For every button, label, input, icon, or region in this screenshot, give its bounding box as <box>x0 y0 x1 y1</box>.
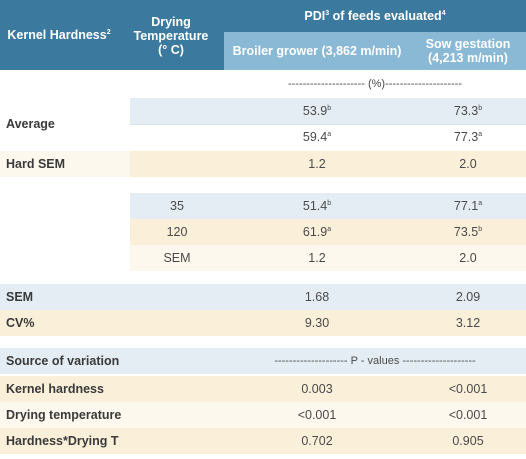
temp-120-bg <box>130 219 526 245</box>
effect-row-drying: Drying temperature <0.001 <0.001 <box>0 402 526 428</box>
temp-sem-broiler: 1.2 <box>308 251 326 265</box>
effect-kernel-label: Kernel hardness <box>6 382 104 396</box>
header-drying-temperature: Drying Temperature (° C) <box>133 15 209 57</box>
header-broiler-grower: Broiler grower (3,862 m/min) <box>232 44 402 58</box>
average-label: Average <box>6 117 55 131</box>
average-r1-divider <box>130 124 526 125</box>
cv-sow: 3.12 <box>455 316 481 330</box>
effect-interaction-sow: 0.905 <box>452 434 484 448</box>
cv-broiler: 9.30 <box>304 316 330 330</box>
sem-broiler: 1.68 <box>304 290 330 304</box>
average-r2-sow: 77.3a <box>453 130 483 144</box>
average-r1-sow: 73.3b <box>453 104 483 118</box>
average-r2-broiler: 59.4a <box>302 130 332 144</box>
temp-120-broiler: 61.9a <box>302 225 332 239</box>
effect-interaction-broiler: 0.702 <box>301 434 333 448</box>
source-label: Source of variation <box>6 354 120 368</box>
header-sow-gestation: Sow gestation (4,213 m/min) <box>425 37 511 65</box>
effect-drying-sow: <0.001 <box>448 408 488 422</box>
effect-row-interaction: Hardness*Drying T 0.702 0.905 <box>0 428 526 454</box>
temp-35-broiler: 51.4b <box>302 199 332 213</box>
cv-row: CV% 9.30 3.12 <box>0 310 526 336</box>
header-light-bg <box>224 32 526 70</box>
temp-row-sem: SEM 1.2 2.0 <box>0 245 526 271</box>
average-row-1: 53.9b 73.3b <box>0 98 526 124</box>
units-row: --------------------- (%)---------------… <box>0 72 526 96</box>
temp-35-label: 35 <box>170 199 184 213</box>
effect-interaction-label: Hardness*Drying T <box>6 434 119 448</box>
units-label: --------------------- (%)---------------… <box>287 78 462 90</box>
temp-row-120: 120 61.9a 73.5b <box>0 219 526 245</box>
source-row: Source of variation --------------------… <box>0 348 526 374</box>
effect-drying-broiler: <0.001 <box>297 408 337 422</box>
temp-120-sow: 73.5b <box>453 225 483 239</box>
header-pdi-group: PDI3 of feeds evaluated4 <box>304 9 446 23</box>
effect-kernel-sow: <0.001 <box>448 382 488 396</box>
cv-label: CV% <box>6 316 35 330</box>
hard-sem-row: Hard SEM 1.2 2.0 <box>0 151 526 177</box>
temp-sem-bg <box>130 245 526 271</box>
temp-35-bg <box>130 193 526 219</box>
effect-drying-label: Drying temperature <box>6 408 122 422</box>
average-r1-broiler: 53.9b <box>302 104 332 118</box>
effect-kernel-broiler: 0.003 <box>301 382 333 396</box>
p-values-label: -------------------- P - values --------… <box>274 355 476 367</box>
average-r1-bg <box>130 98 526 124</box>
sem-label: SEM <box>6 290 34 304</box>
hard-sem-broiler: 1.2 <box>308 157 326 171</box>
average-row-2: 59.4a 77.3a <box>0 124 526 150</box>
temp-row-35: 35 51.4b 77.1a <box>0 193 526 219</box>
temp-sem-label: SEM <box>163 251 191 265</box>
header-kernel-hardness: Kernel Hardness2 <box>7 28 111 42</box>
sem-sow: 2.09 <box>455 290 481 304</box>
temp-35-sow: 77.1a <box>453 199 483 213</box>
effect-row-kernel: Kernel hardness 0.003 <0.001 <box>0 376 526 402</box>
sem-row: SEM 1.68 2.09 <box>0 284 526 310</box>
hard-sem-label: Hard SEM <box>0 151 130 177</box>
temp-120-label: 120 <box>166 225 188 239</box>
temp-sem-sow: 2.0 <box>459 251 477 265</box>
hard-sem-sow: 2.0 <box>459 157 477 171</box>
